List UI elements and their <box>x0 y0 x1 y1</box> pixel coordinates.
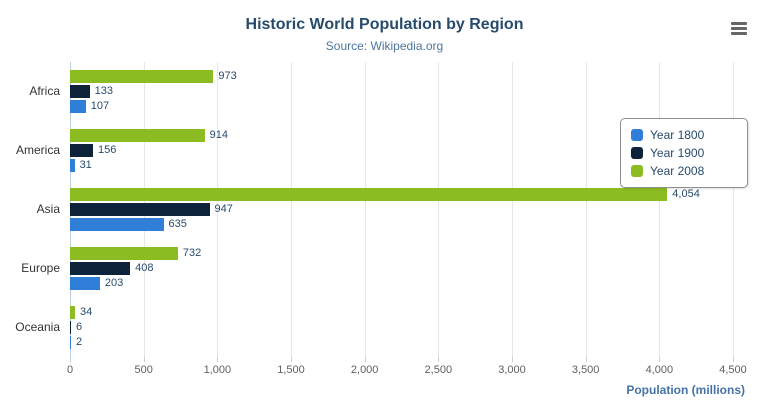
x-axis-title: Population (millions) <box>626 383 745 397</box>
gridline <box>217 62 219 357</box>
bar-africa-year-2008[interactable] <box>70 70 214 83</box>
hamburger-line <box>731 27 747 30</box>
data-label: 732 <box>182 247 202 259</box>
x-tick-label: 4,500 <box>719 364 747 376</box>
data-label: 2 <box>76 336 83 348</box>
x-tick-label: 1,500 <box>277 364 305 376</box>
legend-label: Year 1800 <box>650 128 705 142</box>
gridline <box>512 62 513 357</box>
tick-mark <box>143 357 145 362</box>
bar-america-year-1800[interactable] <box>70 159 75 172</box>
legend-swatch-icon <box>631 165 643 177</box>
data-label: 635 <box>168 218 187 230</box>
data-label: 203 <box>104 277 124 289</box>
x-tick-label: 1,000 <box>203 364 232 376</box>
gridline <box>659 62 661 357</box>
data-label: 133 <box>94 85 113 97</box>
bar-america-year-1900[interactable] <box>70 144 93 157</box>
category-label: Africa <box>29 83 60 98</box>
plot-area: 0 500 1,000 1,500 2,000 2,500 3,000 3,500 4,000 4… <box>15 62 747 376</box>
tick-mark <box>291 357 292 362</box>
hamburger-line <box>731 32 747 35</box>
data-label: 156 <box>97 144 117 156</box>
bar-africa-year-1800[interactable] <box>70 100 86 113</box>
bar-asia-year-1800[interactable] <box>70 218 164 231</box>
data-label: 4,054 <box>672 188 700 200</box>
hamburger-icon[interactable] <box>731 22 747 36</box>
legend: Year 1800 Year 1900 Year 2008 <box>620 118 748 188</box>
data-label: 973 <box>218 70 237 82</box>
tick-mark <box>70 357 71 362</box>
data-label: 107 <box>90 100 110 112</box>
category-label: America <box>15 142 60 157</box>
chart-title: Historic World Population by Region <box>245 16 524 33</box>
bar-asia-year-1900[interactable] <box>70 203 210 216</box>
data-label: 947 <box>214 203 233 215</box>
legend-item-year-1800[interactable]: Year 1800 <box>631 126 737 144</box>
bar-oceania-year-2008[interactable] <box>70 306 75 319</box>
bar-america-year-2008[interactable] <box>70 129 205 142</box>
gridline <box>364 62 366 357</box>
category-label: Oceania <box>15 319 60 334</box>
legend-swatch-icon <box>631 147 643 159</box>
tick-mark <box>585 357 587 362</box>
x-tick-label: 4,000 <box>645 364 674 376</box>
tick-mark <box>512 357 513 362</box>
legend-label: Year 2008 <box>650 164 705 178</box>
bar-europe-year-1900[interactable] <box>70 262 131 275</box>
x-tick-label: 0 <box>66 364 74 376</box>
tick-mark <box>364 357 366 362</box>
data-label: 31 <box>79 159 92 171</box>
x-tick-label: 2,000 <box>350 364 379 376</box>
x-tick-label: 3,000 <box>498 364 526 376</box>
x-tick-label: 3,500 <box>571 364 600 376</box>
legend-item-year-2008[interactable]: Year 2008 <box>631 162 737 180</box>
bar-europe-year-1800[interactable] <box>70 277 100 290</box>
bar-asia-year-2008[interactable] <box>70 188 668 201</box>
tick-mark <box>659 357 661 362</box>
x-tick-label: 500 <box>134 364 153 376</box>
gridline <box>291 62 292 357</box>
tick-mark <box>733 357 734 362</box>
x-tick-label: 2,500 <box>424 364 453 376</box>
legend-item-year-1900[interactable]: Year 1900 <box>631 144 737 162</box>
gridline <box>585 62 587 357</box>
chart-subtitle: Source: Wikipedia.org <box>325 39 444 53</box>
bar-europe-year-2008[interactable] <box>70 247 178 260</box>
tick-mark <box>438 357 440 362</box>
tick-mark <box>217 357 219 362</box>
gridline <box>733 62 734 357</box>
category-label: Europe <box>21 260 60 275</box>
gridline <box>438 62 440 357</box>
data-label: 34 <box>80 306 93 318</box>
data-label: 6 <box>76 321 83 333</box>
bar-oceania-year-1900[interactable] <box>70 321 71 334</box>
category-label: Asia <box>36 201 60 216</box>
data-label: 408 <box>135 262 154 274</box>
bar-oceania-year-1800[interactable] <box>70 336 71 349</box>
bar-africa-year-1900[interactable] <box>70 85 90 98</box>
legend-label: Year 1900 <box>650 146 705 160</box>
data-label: 914 <box>209 129 229 141</box>
legend-swatch-icon <box>631 129 643 141</box>
hamburger-line <box>731 22 747 25</box>
